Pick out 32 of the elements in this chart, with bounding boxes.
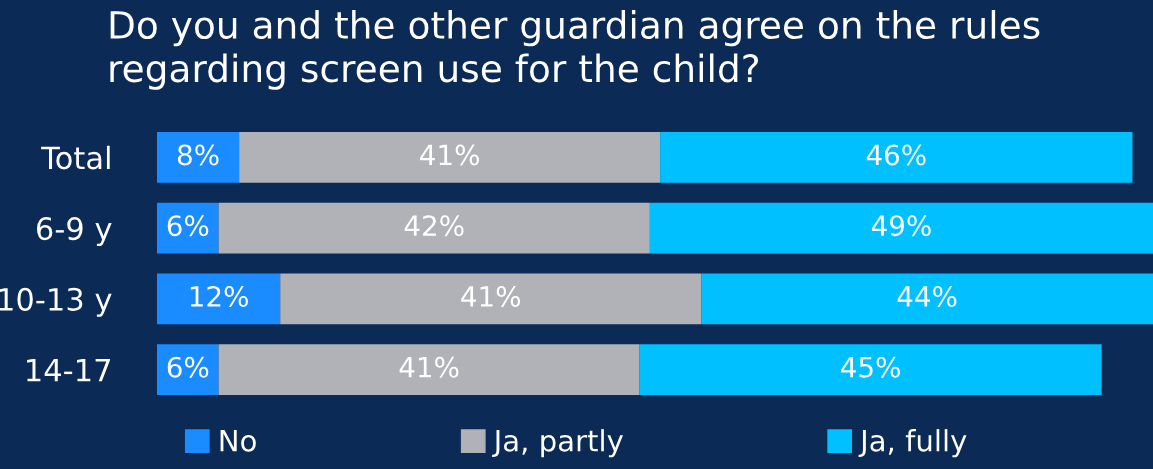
bar	[218, 202, 650, 254]
legend-label: No	[220, 430, 256, 452]
data-label: 12%	[190, 285, 248, 307]
data-label: 44%	[897, 285, 957, 307]
bar	[157, 273, 281, 325]
y-tick-label: 14-17	[27, 358, 110, 382]
bar	[701, 273, 1153, 325]
bar	[660, 131, 1133, 183]
bar	[218, 344, 640, 396]
data-label: 49%	[871, 215, 931, 237]
chart-title: Do you and the other guardian agree on the rules regarding screen use for the child?	[110, 10, 1040, 90]
bar	[649, 202, 1153, 254]
y-tick-label: 10-13 y	[0, 287, 112, 317]
bar	[639, 344, 1102, 396]
bar	[280, 273, 702, 325]
y-tick-label: 6-9 y	[36, 217, 112, 247]
bar	[239, 131, 661, 183]
data-label: 8%	[177, 144, 219, 166]
legend-label: Ja, partly	[492, 429, 623, 458]
bar	[157, 202, 219, 254]
data-label: 6%	[167, 356, 209, 378]
bar	[157, 131, 240, 183]
data-label: 46%	[866, 144, 926, 166]
data-label: 42%	[404, 215, 464, 237]
bar	[157, 344, 219, 396]
data-label: 41%	[461, 285, 521, 307]
data-label: 41%	[420, 144, 479, 166]
data-label: 45%	[841, 356, 900, 378]
legend-label: Ja, fully	[858, 429, 967, 458]
data-label: 41%	[399, 356, 459, 378]
data-label: 6%	[167, 215, 209, 237]
y-tick-label: Total	[41, 145, 110, 170]
